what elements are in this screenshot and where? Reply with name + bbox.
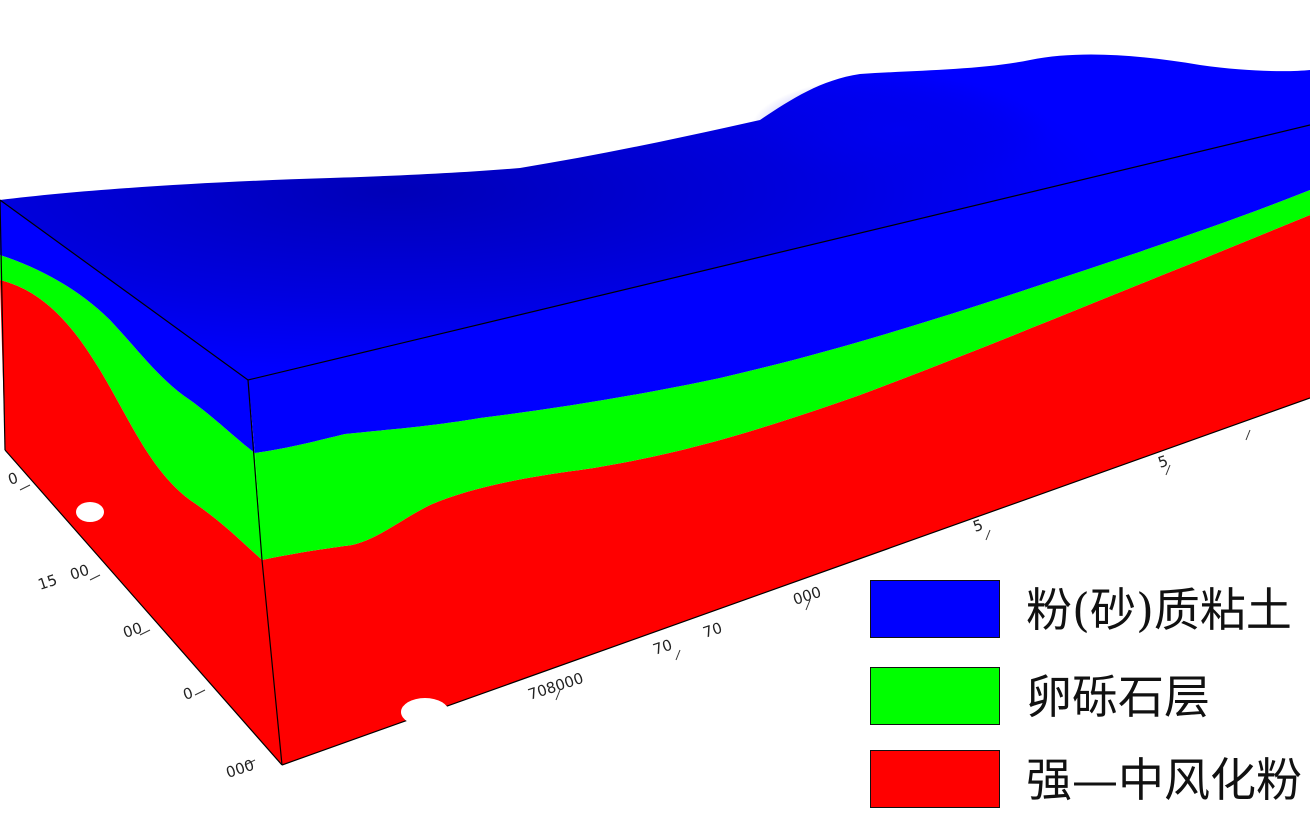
green-layer-front-face [255, 190, 1310, 560]
legend-swatch-silty-clay [870, 580, 1000, 638]
legend-item-weathered-rock: 强—中风化粉 [870, 750, 1310, 810]
green-layer-left-face [0, 255, 262, 560]
legend-label-silty-clay: 粉(砂)质粘土 [1026, 583, 1292, 637]
legend-item-gravel: 卵砾石层 [870, 667, 1310, 727]
legend-label-weathered-rock: 强—中风化粉 [1026, 753, 1302, 807]
x-tick-label-2: 70 [701, 619, 725, 642]
y-tick-label-0: 0 [6, 469, 21, 489]
x-axis-ticks [555, 429, 1251, 701]
legend-swatch-weathered-rock [870, 750, 1000, 808]
y-tick-label-1: 15 [36, 571, 60, 594]
legend-swatch-gravel [870, 667, 1000, 725]
x-tick-label-3: 000 [791, 583, 824, 609]
x-tick-label-4: 5 [971, 516, 986, 536]
y-tick-label-4: 0 [181, 684, 196, 704]
legend-item-silty-clay: 粉(砂)质粘土 [870, 580, 1310, 640]
blue-surface-hump [750, 75, 1050, 185]
red-layer-front-face [262, 215, 1310, 765]
legend-label-gravel: 卵砾石层 [1026, 670, 1210, 724]
y-tick-label-3: 00 [121, 619, 145, 642]
y-axis-ticks [19, 484, 256, 766]
white-blotch [401, 698, 449, 726]
white-blotch [76, 502, 104, 522]
x-tick-label-5: 5 [1156, 452, 1171, 472]
x-tick-label-1: 70 [651, 636, 675, 659]
red-layer-left-face [0, 280, 282, 765]
blue-layer-front-face [248, 125, 1310, 453]
blue-layer-left-face [0, 200, 255, 453]
y-tick-label-2: 00 [68, 561, 92, 584]
block-edges [0, 124, 1310, 766]
y-tick-label-5: 000 [224, 756, 257, 782]
